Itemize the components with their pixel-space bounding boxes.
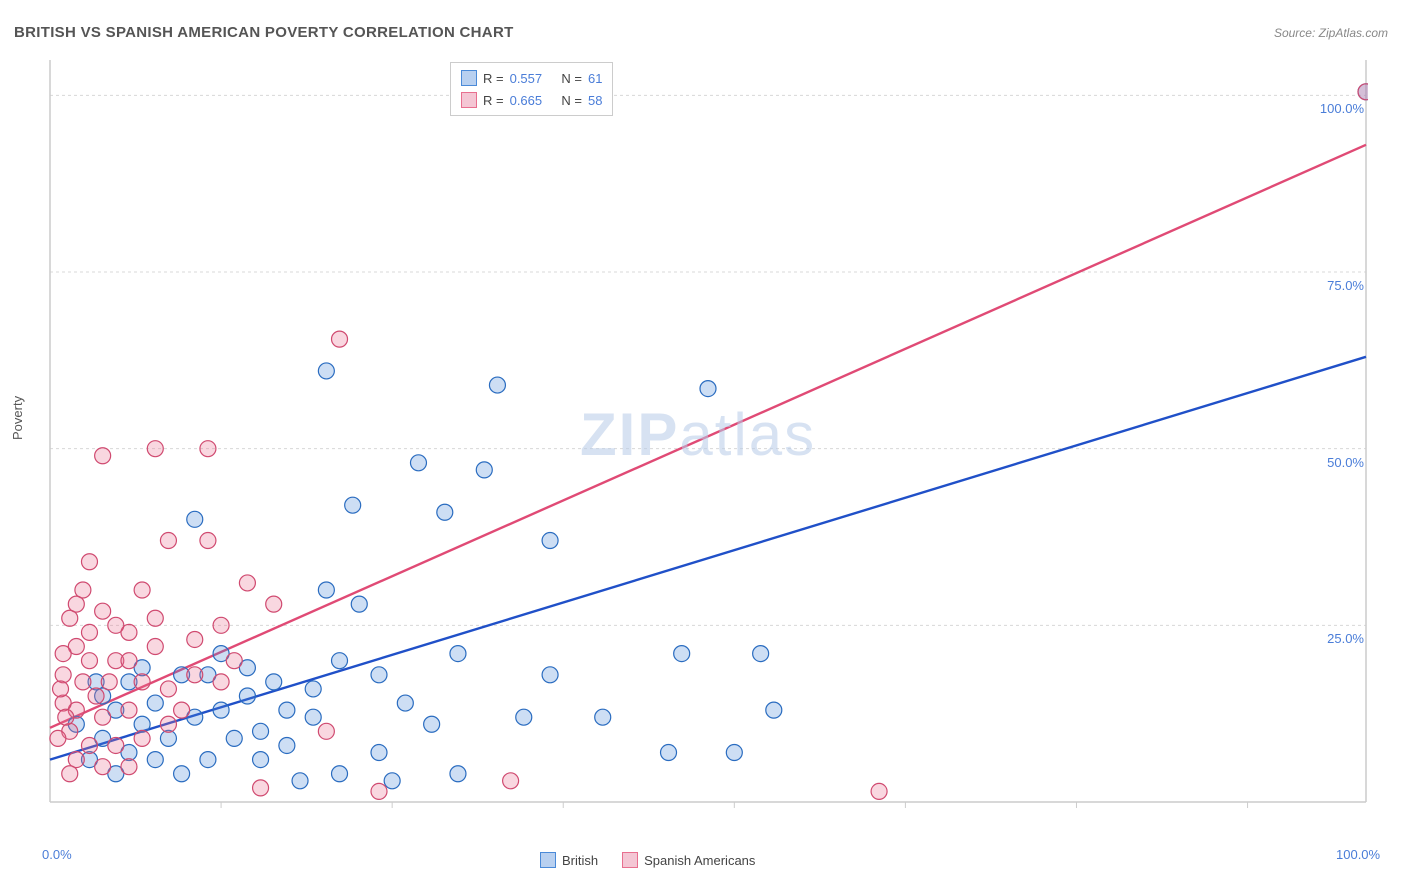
legend-label: British xyxy=(562,853,598,868)
legend-item: Spanish Americans xyxy=(622,852,755,868)
n-label: N = xyxy=(561,93,582,108)
source-label: Source: ZipAtlas.com xyxy=(1274,26,1388,40)
legend-item: British xyxy=(540,852,598,868)
r-label: R = xyxy=(483,93,504,108)
x-tick-label: 100.0% xyxy=(1336,847,1380,862)
y-tick-label: 75.0% xyxy=(1327,278,1364,293)
n-value: 58 xyxy=(588,93,602,108)
legend-stats-row: R = 0.557 N = 61 xyxy=(461,67,602,89)
n-value: 61 xyxy=(588,71,602,86)
chart-container: BRITISH VS SPANISH AMERICAN POVERTY CORR… xyxy=(0,0,1406,892)
legend-swatch-icon xyxy=(622,852,638,868)
legend-stats: R = 0.557 N = 61 R = 0.665 N = 58 xyxy=(450,62,613,116)
legend-stats-row: R = 0.665 N = 58 xyxy=(461,89,602,111)
y-axis-label: Poverty xyxy=(10,396,25,440)
chart-title: BRITISH VS SPANISH AMERICAN POVERTY CORR… xyxy=(14,24,514,41)
scatter-chart xyxy=(48,56,1368,822)
legend-series: British Spanish Americans xyxy=(540,852,755,868)
n-label: N = xyxy=(561,71,582,86)
legend-swatch-icon xyxy=(540,852,556,868)
legend-label: Spanish Americans xyxy=(644,853,755,868)
legend-swatch-icon xyxy=(461,70,477,86)
y-tick-label: 50.0% xyxy=(1327,455,1364,470)
legend-swatch-icon xyxy=(461,92,477,108)
y-tick-label: 25.0% xyxy=(1327,631,1364,646)
r-value: 0.557 xyxy=(510,71,543,86)
r-label: R = xyxy=(483,71,504,86)
x-tick-label: 0.0% xyxy=(42,847,72,862)
y-tick-label: 100.0% xyxy=(1320,101,1364,116)
r-value: 0.665 xyxy=(510,93,543,108)
